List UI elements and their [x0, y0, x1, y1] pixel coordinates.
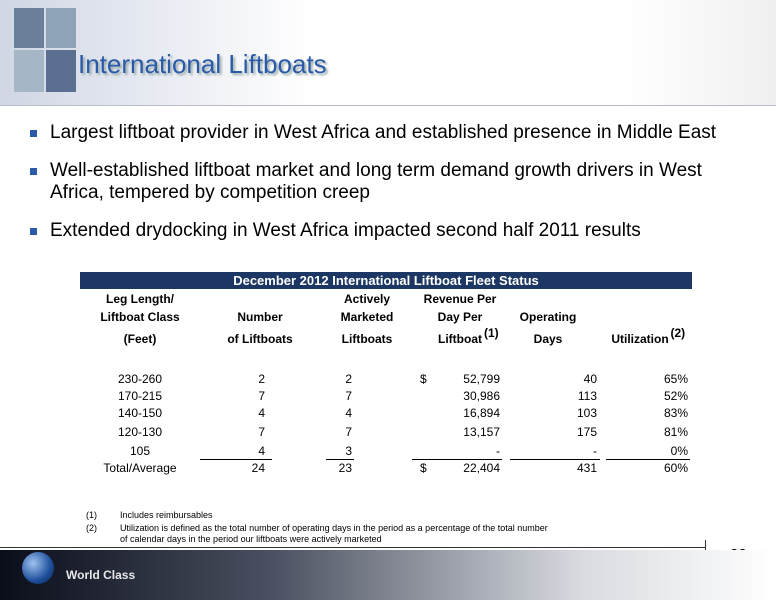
bullet-text: Largest liftboat provider in West Africa… [50, 122, 717, 143]
column-header: Liftboats [341, 332, 393, 346]
cell: Total/Average [103, 461, 177, 475]
globe-logo [22, 552, 54, 584]
cell: - [593, 444, 597, 458]
cell: 0% [670, 444, 688, 458]
column-header: Liftboat Class [100, 310, 180, 324]
column-header: of Liftboats [227, 332, 293, 346]
cell: 4 [258, 444, 265, 458]
bullet: Extended drydocking in West Africa impac… [30, 220, 760, 242]
footnote-text: Includes reimbursables [120, 510, 213, 520]
photo [46, 50, 76, 92]
rule-tick [705, 540, 706, 554]
cell: 103 [576, 406, 597, 420]
cell: $ [420, 372, 427, 386]
column-header: Utilization [611, 332, 669, 346]
column-header: Liftboat [438, 332, 482, 346]
cell: - [496, 444, 500, 458]
column-header: Operating [519, 310, 577, 324]
cell: 52% [663, 389, 688, 403]
total-underline [326, 459, 354, 460]
rule [0, 547, 705, 548]
cell: 113 [577, 389, 597, 403]
cell: 60% [663, 461, 688, 475]
cell: 22,404 [463, 461, 500, 475]
total-underline [606, 459, 690, 460]
cell: 30,986 [463, 389, 500, 403]
total-underline [510, 459, 600, 460]
bullet-text: Extended drydocking in West Africa impac… [50, 220, 641, 241]
cell: 170-215 [117, 389, 163, 403]
footnote-text: of calendar days in the period our liftb… [120, 534, 382, 544]
bullet-text: Well-established liftboat market and lon… [50, 160, 702, 203]
bullet: Well-established liftboat market and lon… [30, 160, 740, 204]
cell: 2 [345, 372, 352, 386]
header-note: (1) [484, 326, 499, 340]
cell: 13,157 [463, 425, 500, 439]
photo [14, 50, 44, 92]
cell: 3 [345, 444, 352, 458]
photo [46, 8, 76, 48]
footnote-marker: (1) [86, 510, 97, 520]
tagline: World Class [66, 568, 136, 582]
column-header: Day Per [437, 310, 483, 324]
cell: 7 [345, 389, 352, 403]
cell: 65% [663, 372, 688, 386]
cell: 105 [129, 444, 151, 458]
table-title: December 2012 International Liftboat Fle… [80, 272, 692, 289]
cell: 431 [576, 461, 597, 475]
cell: 4 [345, 406, 352, 420]
cell: 7 [258, 425, 265, 439]
cell: 52,799 [463, 372, 500, 386]
cell: 175 [576, 425, 597, 439]
footer: World Class [0, 550, 776, 600]
photo [14, 8, 44, 48]
column-header: Days [533, 332, 563, 346]
cell: 7 [258, 389, 265, 403]
header-note: (2) [670, 326, 686, 340]
cell: 83% [663, 406, 688, 420]
cell: 81% [663, 425, 688, 439]
cell: 4 [258, 406, 265, 420]
column-header: Actively [343, 292, 391, 306]
column-header: Marketed [340, 310, 394, 324]
cell: 40 [583, 372, 597, 386]
cell: 23 [338, 461, 352, 475]
total-underline [200, 459, 272, 460]
footnote-text: Utilization is defined as the total numb… [120, 523, 548, 533]
cell: 7 [345, 425, 352, 439]
cell: 24 [251, 461, 265, 475]
column-header: Revenue Per [423, 292, 497, 306]
footnote-marker: (2) [86, 523, 97, 533]
column-header: Leg Length/ [106, 292, 174, 306]
cell: $ [420, 461, 427, 475]
header-band [0, 0, 776, 106]
column-header: Number [237, 310, 283, 324]
cell: 16,894 [463, 406, 500, 420]
total-underline [412, 459, 502, 460]
cell: 230-260 [117, 372, 163, 386]
cell: 2 [258, 372, 265, 386]
slide-title: International Liftboats [78, 49, 327, 79]
cell: 120-130 [117, 425, 163, 439]
cell: 140-150 [117, 406, 163, 420]
column-header: (Feet) [123, 332, 157, 346]
bullet: Largest liftboat provider in West Africa… [30, 122, 760, 144]
